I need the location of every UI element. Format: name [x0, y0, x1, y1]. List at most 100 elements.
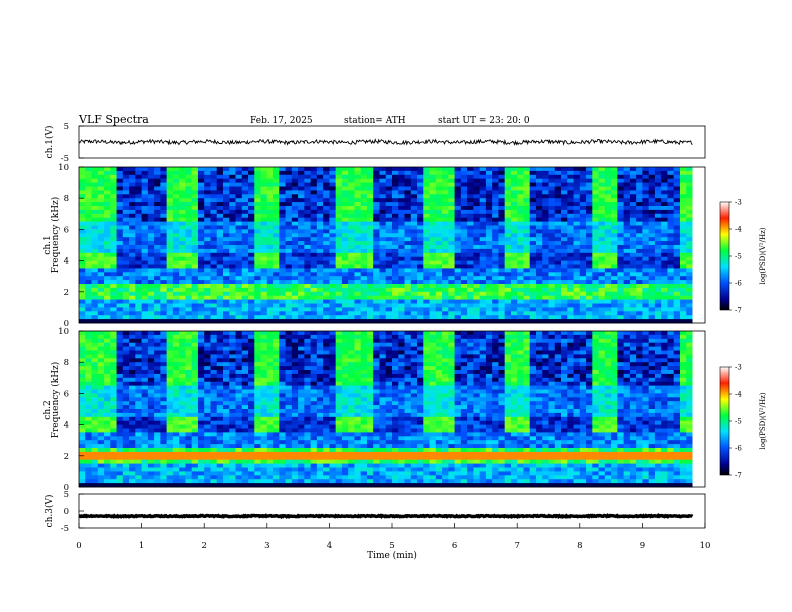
spectrogram-cell	[686, 202, 693, 207]
spectrogram-cell	[654, 209, 662, 215]
spectrogram-cell	[598, 268, 606, 273]
spectrogram-cell	[210, 287, 218, 293]
spectrogram-cell	[210, 202, 218, 207]
spectrogram-cell	[535, 198, 543, 203]
spectrogram-cell	[135, 366, 142, 371]
spectrogram-cell	[467, 245, 474, 250]
spectrogram-cell	[360, 182, 368, 187]
spectrogram-cell	[310, 213, 318, 219]
spectrogram-cell	[542, 284, 549, 289]
spectrogram-cell	[79, 319, 86, 324]
spectrogram-cell	[91, 393, 99, 398]
spectrogram-cell	[310, 260, 318, 265]
spectrogram-cell	[110, 248, 117, 254]
spectrogram-cell	[197, 245, 205, 250]
spectrogram-cell	[542, 241, 549, 246]
spectrogram-cell	[116, 299, 124, 304]
spectrogram-cell	[235, 233, 243, 238]
spectrogram-cell	[392, 291, 399, 297]
spectrogram-cell	[617, 264, 625, 269]
spectrogram-cell	[517, 233, 524, 238]
spectrogram-cell	[341, 303, 349, 308]
spectrogram-cell	[479, 237, 487, 242]
spectrogram-cell	[166, 268, 174, 273]
spectrogram-cell	[523, 284, 531, 289]
spectrogram-cell	[304, 311, 312, 316]
spectrogram-cell	[636, 202, 643, 207]
spectrogram-cell	[404, 311, 412, 316]
spectrogram-cell	[573, 225, 581, 230]
spectrogram-cell	[285, 319, 293, 324]
spectrogram-cell	[229, 241, 236, 246]
spectrogram-cell	[667, 311, 675, 316]
spectrogram-cell	[141, 401, 149, 406]
spectrogram-cell	[210, 264, 218, 269]
spectrogram-cell	[197, 354, 205, 359]
spectrogram-cell	[285, 252, 293, 258]
spectrogram-cell	[129, 409, 136, 414]
spectrogram-cell	[335, 299, 343, 304]
spectrogram-cell	[160, 252, 168, 258]
spectrogram-cell	[354, 315, 362, 320]
spectrogram-cell	[686, 311, 693, 316]
spectrogram-cell	[385, 264, 393, 269]
spectrogram-cell	[85, 358, 92, 363]
spectrogram-cell	[323, 213, 330, 219]
spectrogram-cell	[298, 213, 305, 219]
spectrogram-cell	[467, 198, 474, 203]
spectrogram-cell	[273, 252, 280, 258]
spectrogram-cell	[273, 295, 280, 300]
spectrogram-cell	[686, 206, 693, 211]
spectrogram-cell	[485, 280, 493, 285]
spectrogram-cell	[254, 198, 261, 203]
spectrogram-cell	[91, 260, 99, 265]
spectrogram-cell	[341, 202, 349, 207]
spectrogram-cell	[160, 280, 168, 285]
spectrogram-cell	[116, 397, 124, 402]
spectrogram-cell	[629, 248, 637, 254]
spectrogram-cell	[348, 264, 355, 269]
spectrogram-cell	[410, 233, 418, 238]
spectrogram-cell	[191, 401, 199, 406]
spectrogram-cell	[529, 174, 537, 180]
spectrogram-cell	[611, 237, 618, 242]
spectrogram-cell	[529, 260, 537, 265]
spectrogram-cell	[291, 237, 299, 242]
spectrogram-cell	[629, 299, 637, 304]
spectrogram-cell	[154, 440, 161, 445]
spectrogram-cell	[135, 338, 142, 344]
spectrogram-cell	[229, 284, 236, 289]
spectrogram-cell	[210, 424, 218, 429]
spectrogram-cell	[348, 233, 355, 238]
spectrogram-cell	[179, 483, 186, 488]
spectrogram-cell	[204, 463, 211, 468]
spectrogram-cell	[197, 178, 205, 183]
spectrogram-cell	[366, 280, 374, 285]
spectrogram-cell	[229, 479, 236, 484]
spectrogram-cell	[460, 237, 468, 242]
spectrogram-cell	[654, 213, 662, 219]
spectrogram-cell	[454, 221, 462, 226]
spectrogram-cell	[273, 237, 280, 242]
spectrogram-cell	[686, 213, 693, 219]
spectrogram-cell	[279, 241, 286, 246]
spectrogram-cell	[410, 260, 418, 265]
spectrogram-cell	[360, 233, 368, 238]
spectrogram-cell	[204, 397, 211, 402]
spectrogram-cell	[654, 268, 662, 273]
spectrogram-cell	[222, 272, 230, 277]
spectrogram-cell	[216, 459, 224, 464]
spectrogram-cell	[229, 385, 236, 390]
spectrogram-cell	[248, 170, 255, 176]
spectrogram-cell	[260, 186, 268, 191]
spectrogram-cell	[335, 245, 343, 250]
spectrogram-cell	[229, 307, 236, 312]
spectrogram-cell	[241, 241, 249, 246]
spectrogram-cell	[216, 334, 224, 340]
spectrogram-cell	[535, 303, 543, 308]
spectrogram-cell	[523, 299, 531, 304]
spectrogram-cell	[510, 209, 518, 215]
spectrogram-cell	[636, 217, 643, 222]
spectrogram-cell	[291, 264, 299, 269]
spectrogram-cell	[185, 299, 193, 304]
